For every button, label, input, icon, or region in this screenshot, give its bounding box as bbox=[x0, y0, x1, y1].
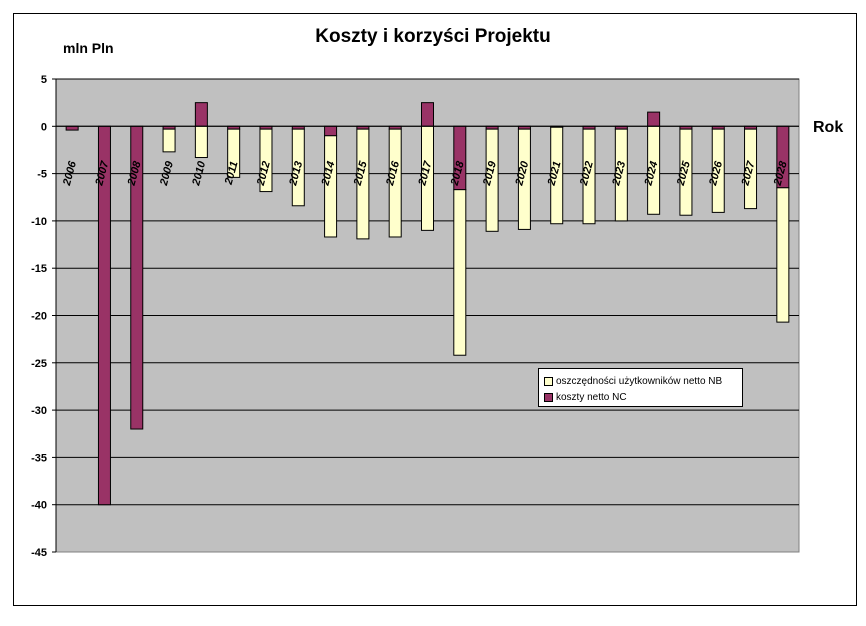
y-tick-label: -40 bbox=[31, 500, 47, 512]
bar-oszczednosci-nb bbox=[582, 128, 596, 225]
y-tick-label: -5 bbox=[37, 169, 47, 181]
legend-swatch-nb bbox=[544, 376, 553, 386]
y-tick-label: -35 bbox=[31, 452, 47, 464]
legend-item-nb: oszczędności użytkowników netto NB bbox=[544, 373, 742, 389]
y-tick-label: -15 bbox=[31, 263, 47, 275]
bar-oszczednosci-nb bbox=[324, 135, 338, 238]
bar-koszty-netto-nc bbox=[324, 125, 338, 137]
bar-koszty-netto-nc bbox=[194, 102, 208, 127]
bar-oszczednosci-nb bbox=[227, 128, 241, 178]
bar-oszczednosci-nb bbox=[517, 128, 531, 230]
bar-oszczednosci-nb bbox=[614, 128, 628, 222]
y-tick-label: 0 bbox=[41, 121, 47, 133]
legend-label-nc: koszty netto NC bbox=[556, 391, 627, 403]
bar-oszczednosci-nb bbox=[744, 128, 758, 210]
bar-oszczednosci-nb bbox=[162, 128, 176, 153]
y-tick-label: 5 bbox=[41, 74, 47, 86]
bar-oszczednosci-nb bbox=[291, 128, 305, 207]
bar-oszczednosci-nb bbox=[776, 187, 790, 323]
y-axis-label: mln Pln bbox=[63, 40, 114, 56]
bar-oszczednosci-nb bbox=[711, 128, 725, 213]
legend-item-nc: koszty netto NC bbox=[544, 389, 742, 405]
bar-koszty-netto-nc bbox=[65, 125, 79, 131]
bar-koszty-netto-nc bbox=[421, 102, 434, 127]
legend-label-nb: oszczędności użytkowników netto NB bbox=[556, 375, 723, 387]
y-tick-label: -10 bbox=[31, 216, 47, 228]
y-tick-label: -45 bbox=[31, 547, 47, 559]
x-axis-label: Rok bbox=[813, 119, 844, 136]
bar-oszczednosci-nb bbox=[259, 128, 273, 193]
bar-oszczednosci-nb bbox=[194, 125, 208, 159]
bar-oszczednosci-nb bbox=[453, 189, 467, 356]
bar-koszty-netto-nc bbox=[647, 111, 661, 127]
bar-oszczednosci-nb bbox=[356, 128, 370, 240]
bar-oszczednosci-nb bbox=[485, 128, 499, 232]
y-tick-label: -25 bbox=[31, 358, 47, 370]
legend-swatch-nc bbox=[544, 392, 553, 402]
legend: oszczędności użytkowników netto NB koszt… bbox=[538, 368, 743, 407]
y-tick-label: -30 bbox=[31, 405, 47, 417]
bar-oszczednosci-nb bbox=[679, 128, 693, 216]
bar-oszczednosci-nb bbox=[388, 128, 402, 238]
y-tick-label: -20 bbox=[31, 311, 47, 323]
bar-oszczednosci-nb bbox=[550, 126, 564, 225]
chart-title: Koszty i korzyści Projektu bbox=[315, 26, 551, 47]
